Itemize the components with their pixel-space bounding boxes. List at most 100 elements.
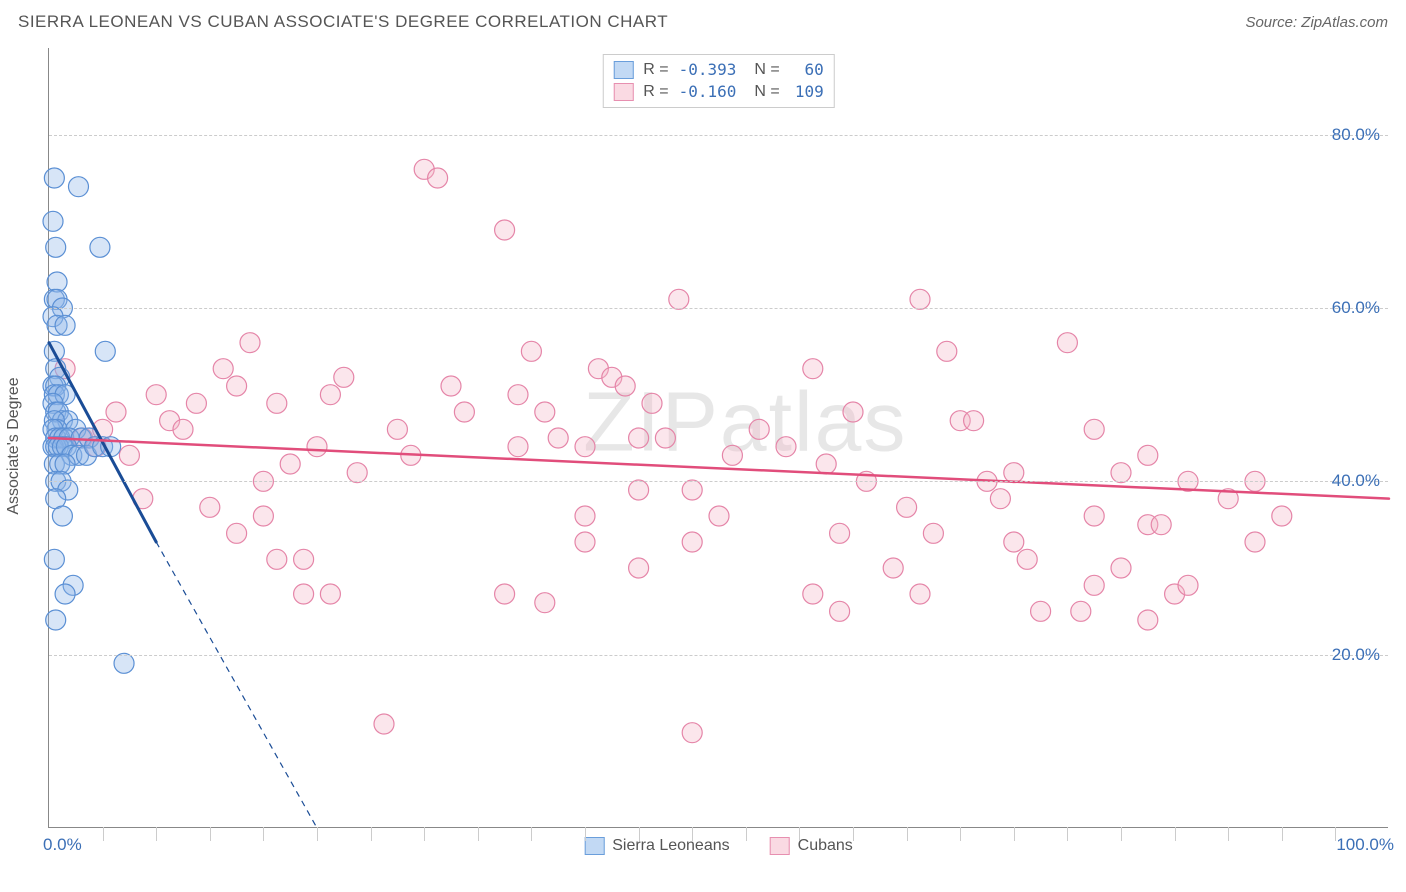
data-point	[1151, 515, 1171, 535]
data-point	[387, 419, 407, 439]
x-tick	[1228, 827, 1229, 841]
data-point	[575, 437, 595, 457]
data-point	[294, 549, 314, 569]
data-point	[548, 428, 568, 448]
swatch-pink-icon	[613, 83, 633, 101]
trend-line-extrapolated	[156, 542, 317, 828]
data-point	[803, 584, 823, 604]
data-point	[1111, 463, 1131, 483]
x-tick	[1282, 827, 1283, 841]
x-tick	[1067, 827, 1068, 841]
data-point	[495, 584, 515, 604]
data-point	[347, 463, 367, 483]
data-point	[267, 549, 287, 569]
swatch-blue-icon	[613, 61, 633, 79]
data-point	[200, 497, 220, 517]
data-point	[843, 402, 863, 422]
data-point	[575, 506, 595, 526]
data-point	[320, 385, 340, 405]
data-point	[95, 341, 115, 361]
data-point	[990, 489, 1010, 509]
data-point	[334, 367, 354, 387]
data-point	[722, 445, 742, 465]
correlation-row: R = -0.393 N = 60	[613, 59, 823, 81]
data-point	[830, 601, 850, 621]
data-point	[1084, 419, 1104, 439]
n-label: N =	[754, 81, 779, 103]
x-tick	[639, 827, 640, 841]
data-point	[508, 437, 528, 457]
data-point	[240, 333, 260, 353]
r-value: -0.393	[679, 59, 737, 81]
data-point	[1084, 506, 1104, 526]
data-point	[374, 714, 394, 734]
data-point	[1245, 532, 1265, 552]
data-point	[937, 341, 957, 361]
data-point	[90, 237, 110, 257]
trend-line	[49, 438, 1389, 499]
x-tick	[746, 827, 747, 841]
data-point	[615, 376, 635, 396]
gridline	[49, 135, 1388, 136]
data-point	[1111, 558, 1131, 578]
r-label: R =	[643, 81, 668, 103]
x-tick	[1014, 827, 1015, 841]
gridline	[49, 655, 1388, 656]
data-point	[55, 315, 75, 335]
data-point	[253, 506, 273, 526]
data-point	[776, 437, 796, 457]
gridline	[49, 481, 1388, 482]
data-point	[709, 506, 729, 526]
data-point	[629, 480, 649, 500]
data-point	[642, 393, 662, 413]
x-tick	[478, 827, 479, 841]
data-point	[521, 341, 541, 361]
source-attribution: Source: ZipAtlas.com	[1245, 14, 1388, 31]
x-tick-min: 0.0%	[43, 835, 82, 855]
data-point	[1031, 601, 1051, 621]
data-point	[55, 584, 75, 604]
x-tick	[853, 827, 854, 841]
x-tick	[210, 827, 211, 841]
data-point	[1004, 532, 1024, 552]
data-point	[816, 454, 836, 474]
data-point	[227, 376, 247, 396]
data-point	[106, 402, 126, 422]
x-tick	[1121, 827, 1122, 841]
x-tick	[799, 827, 800, 841]
data-point	[44, 549, 64, 569]
x-tick	[317, 827, 318, 841]
data-point	[186, 393, 206, 413]
y-tick-label: 20.0%	[1332, 645, 1380, 665]
x-tick	[960, 827, 961, 841]
data-point	[1272, 506, 1292, 526]
data-point	[1071, 601, 1091, 621]
chart-title: SIERRA LEONEAN VS CUBAN ASSOCIATE'S DEGR…	[18, 12, 668, 32]
data-point	[883, 558, 903, 578]
data-point	[682, 723, 702, 743]
x-tick	[156, 827, 157, 841]
data-point	[830, 523, 850, 543]
data-point	[1138, 445, 1158, 465]
data-point	[495, 220, 515, 240]
correlation-legend: R = -0.393 N = 60 R = -0.160 N = 109	[602, 54, 834, 108]
x-tick	[263, 827, 264, 841]
data-point	[280, 454, 300, 474]
data-point	[897, 497, 917, 517]
data-point	[535, 593, 555, 613]
data-point	[910, 584, 930, 604]
data-point	[803, 359, 823, 379]
data-point	[629, 558, 649, 578]
data-point	[52, 506, 72, 526]
data-point	[923, 523, 943, 543]
x-tick	[103, 827, 104, 841]
series-legend: Sierra Leoneans Cubans	[584, 837, 853, 855]
data-point	[267, 393, 287, 413]
x-tick	[1335, 827, 1336, 841]
swatch-pink-icon	[770, 837, 790, 855]
data-point	[629, 428, 649, 448]
y-tick-label: 80.0%	[1332, 125, 1380, 145]
data-point	[655, 428, 675, 448]
swatch-blue-icon	[584, 837, 604, 855]
chart-svg	[49, 48, 1388, 827]
